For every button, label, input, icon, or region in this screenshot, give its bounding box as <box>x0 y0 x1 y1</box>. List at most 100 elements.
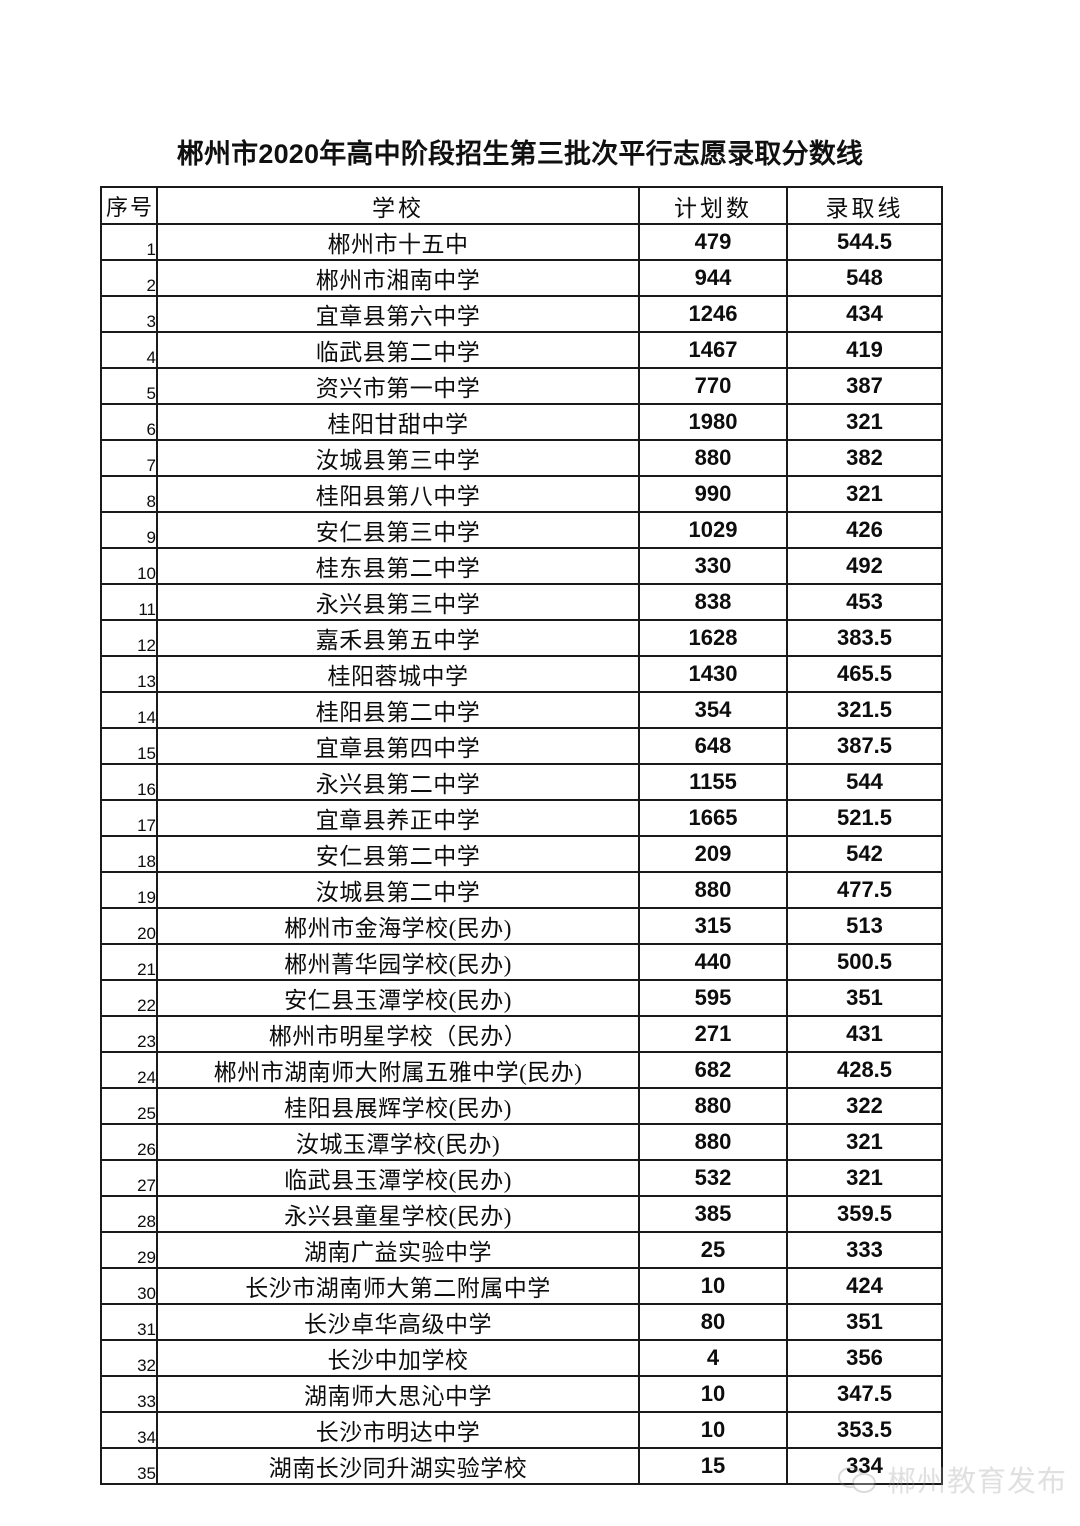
row-school-name: 郴州市湖南师大附属五雅中学(民办) <box>156 1051 640 1089</box>
row-school-name: 临武县第二中学 <box>156 331 640 369</box>
row-index: 25 <box>100 1087 158 1125</box>
row-index: 28 <box>100 1195 158 1233</box>
table-row: 29 湖南广益实验中学 25 333 <box>100 1231 943 1269</box>
row-plan-count: 385 <box>638 1195 788 1233</box>
row-school-name: 长沙卓华高级中学 <box>156 1303 640 1341</box>
row-index: 27 <box>100 1159 158 1197</box>
watermark-label: 郴州教育发布 <box>887 1466 1068 1498</box>
table-row: 5 资兴市第一中学 770 387 <box>100 367 943 405</box>
table-header-row: 序号 学校 计划数 录取线 <box>100 186 943 225</box>
row-index: 19 <box>100 871 158 909</box>
row-plan-count: 770 <box>638 367 788 405</box>
row-index: 14 <box>100 691 158 729</box>
row-plan-count: 25 <box>638 1231 788 1269</box>
row-plan-count: 880 <box>638 1087 788 1125</box>
row-plan-count: 880 <box>638 439 788 477</box>
row-score-line: 383.5 <box>786 619 943 657</box>
row-school-name: 安仁县第三中学 <box>156 511 640 549</box>
table-row: 8 桂阳县第八中学 990 321 <box>100 475 943 513</box>
row-score-line: 351 <box>786 979 943 1017</box>
row-school-name: 郴州市明星学校（民办） <box>156 1015 640 1053</box>
row-index: 13 <box>100 655 158 693</box>
row-school-name: 安仁县玉潭学校(民办) <box>156 979 640 1017</box>
row-index: 2 <box>100 259 158 297</box>
row-school-name: 桂阳县展辉学校(民办) <box>156 1087 640 1125</box>
row-school-name: 郴州市金海学校(民办) <box>156 907 640 945</box>
table-row: 27 临武县玉潭学校(民办) 532 321 <box>100 1159 943 1197</box>
row-plan-count: 1467 <box>638 331 788 369</box>
row-score-line: 321.5 <box>786 691 943 729</box>
column-header-plan: 计划数 <box>638 186 788 225</box>
row-school-name: 桂阳甘甜中学 <box>156 403 640 441</box>
column-header-school: 学校 <box>156 186 640 225</box>
row-index: 21 <box>100 943 158 981</box>
row-score-line: 419 <box>786 331 943 369</box>
row-index: 33 <box>100 1375 158 1413</box>
row-index: 20 <box>100 907 158 945</box>
row-score-line: 477.5 <box>786 871 943 909</box>
row-plan-count: 838 <box>638 583 788 621</box>
table-body: 1 郴州市十五中 479 544.5 2 郴州市湘南中学 944 548 3 宜章县第六中学 124… <box>100 223 943 1485</box>
row-score-line: 544.5 <box>786 223 943 261</box>
row-plan-count: 1029 <box>638 511 788 549</box>
row-plan-count: 354 <box>638 691 788 729</box>
table-row: 24 郴州市湖南师大附属五雅中学(民办) 682 428.5 <box>100 1051 943 1089</box>
table-row: 4 临武县第二中学 1467 419 <box>100 331 943 369</box>
row-school-name: 汝城县第三中学 <box>156 439 640 477</box>
row-plan-count: 315 <box>638 907 788 945</box>
row-index: 15 <box>100 727 158 765</box>
row-plan-count: 15 <box>638 1447 788 1485</box>
row-index: 3 <box>100 295 158 333</box>
table-row: 33 湖南师大思沁中学 10 347.5 <box>100 1375 943 1413</box>
row-score-line: 544 <box>786 763 943 801</box>
row-plan-count: 209 <box>638 835 788 873</box>
wechat-icon <box>838 1464 878 1494</box>
row-index: 7 <box>100 439 158 477</box>
row-school-name: 永兴县第二中学 <box>156 763 640 801</box>
row-school-name: 湖南长沙同升湖实验学校 <box>156 1447 640 1485</box>
row-score-line: 542 <box>786 835 943 873</box>
row-plan-count: 1246 <box>638 295 788 333</box>
table-row: 9 安仁县第三中学 1029 426 <box>100 511 943 549</box>
row-index: 16 <box>100 763 158 801</box>
row-index: 10 <box>100 547 158 585</box>
row-school-name: 宜章县第四中学 <box>156 727 640 765</box>
table-row: 2 郴州市湘南中学 944 548 <box>100 259 943 297</box>
row-score-line: 353.5 <box>786 1411 943 1449</box>
table-row: 26 汝城玉潭学校(民办) 880 321 <box>100 1123 943 1161</box>
row-score-line: 431 <box>786 1015 943 1053</box>
row-plan-count: 4 <box>638 1339 788 1377</box>
row-score-line: 428.5 <box>786 1051 943 1089</box>
row-school-name: 桂东县第二中学 <box>156 547 640 585</box>
row-plan-count: 10 <box>638 1375 788 1413</box>
row-school-name: 长沙市湖南师大第二附属中学 <box>156 1267 640 1305</box>
row-plan-count: 10 <box>638 1411 788 1449</box>
row-plan-count: 648 <box>638 727 788 765</box>
table-row: 11 永兴县第三中学 838 453 <box>100 583 943 621</box>
admission-score-table: 序号 学校 计划数 录取线 1 郴州市十五中 479 544.5 2 郴州市湘南中学 944… <box>100 186 943 1485</box>
row-school-name: 桂阳蓉城中学 <box>156 655 640 693</box>
row-index: 22 <box>100 979 158 1017</box>
row-plan-count: 880 <box>638 1123 788 1161</box>
table-row: 32 长沙中加学校 4 356 <box>100 1339 943 1377</box>
row-school-name: 永兴县童星学校(民办) <box>156 1195 640 1233</box>
table-row: 22 安仁县玉潭学校(民办) 595 351 <box>100 979 943 1017</box>
row-index: 5 <box>100 367 158 405</box>
row-plan-count: 1155 <box>638 763 788 801</box>
row-score-line: 453 <box>786 583 943 621</box>
row-score-line: 321 <box>786 1159 943 1197</box>
table-row: 35 湖南长沙同升湖实验学校 15 334 <box>100 1447 943 1485</box>
table-row: 15 宜章县第四中学 648 387.5 <box>100 727 943 765</box>
row-plan-count: 479 <box>638 223 788 261</box>
row-school-name: 宜章县养正中学 <box>156 799 640 837</box>
row-school-name: 湖南师大思沁中学 <box>156 1375 640 1413</box>
row-school-name: 资兴市第一中学 <box>156 367 640 405</box>
table-row: 20 郴州市金海学校(民办) 315 513 <box>100 907 943 945</box>
table-row: 3 宜章县第六中学 1246 434 <box>100 295 943 333</box>
row-school-name: 宜章县第六中学 <box>156 295 640 333</box>
row-school-name: 湖南广益实验中学 <box>156 1231 640 1269</box>
table-row: 31 长沙卓华高级中学 80 351 <box>100 1303 943 1341</box>
table-row: 21 郴州菁华园学校(民办) 440 500.5 <box>100 943 943 981</box>
row-school-name: 汝城县第二中学 <box>156 871 640 909</box>
